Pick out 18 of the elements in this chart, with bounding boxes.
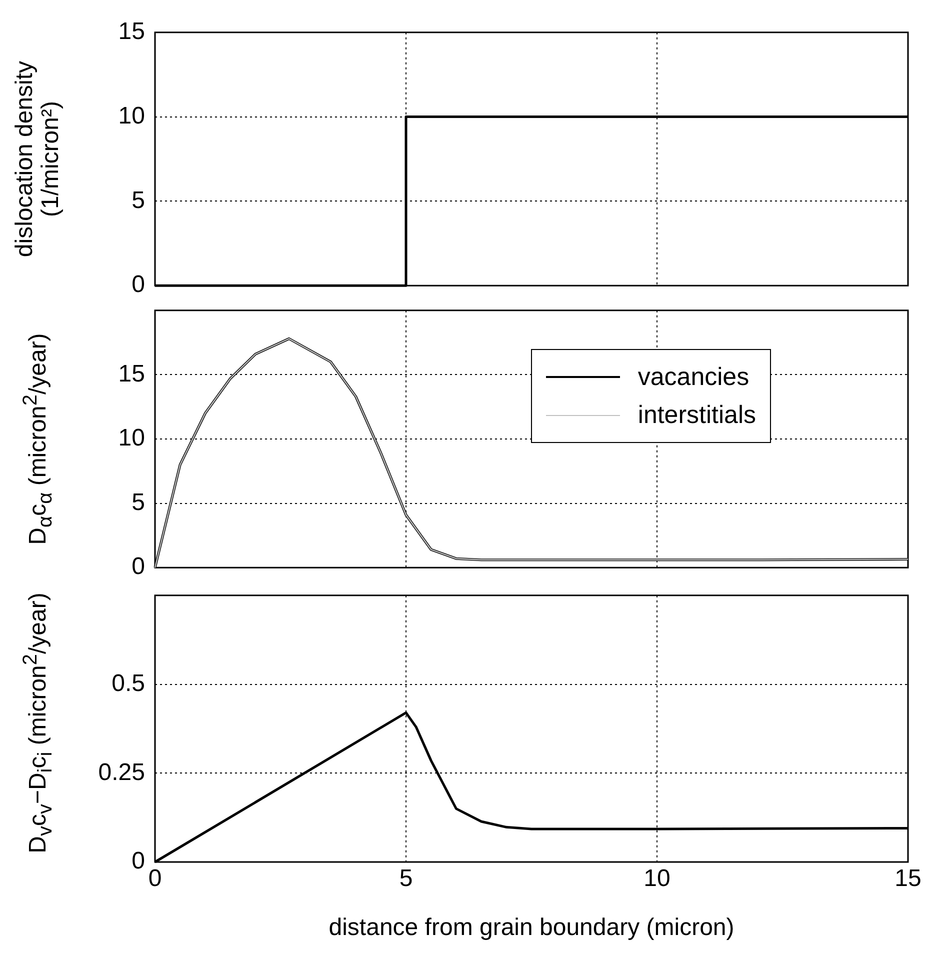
y-axis-title: dislocation density (1/micron²): [11, 60, 64, 260]
x-tick-label: 5: [399, 865, 413, 892]
y-tick-label: 0: [132, 848, 145, 875]
y-tick-label: 10: [118, 424, 145, 452]
y-tick-label: 5: [132, 488, 145, 516]
y-tick-label: 15: [118, 360, 145, 388]
y-tick-label: 10: [118, 102, 145, 130]
y-tick-label: 0.25: [98, 758, 145, 786]
legend-label: interstitials: [638, 400, 756, 430]
y-tick-label: 0: [132, 271, 145, 298]
y-tick-label: 0: [132, 553, 145, 580]
x-tick-label: 15: [894, 865, 922, 892]
x-axis-title: distance from grain boundary (micron): [328, 914, 734, 942]
y-tick-label: 15: [118, 18, 145, 46]
y-tick-label: 5: [132, 186, 145, 214]
y-tick-label: 0.5: [112, 670, 145, 697]
legend-label: vacancies: [638, 362, 750, 392]
x-tick-label: 10: [644, 865, 670, 892]
